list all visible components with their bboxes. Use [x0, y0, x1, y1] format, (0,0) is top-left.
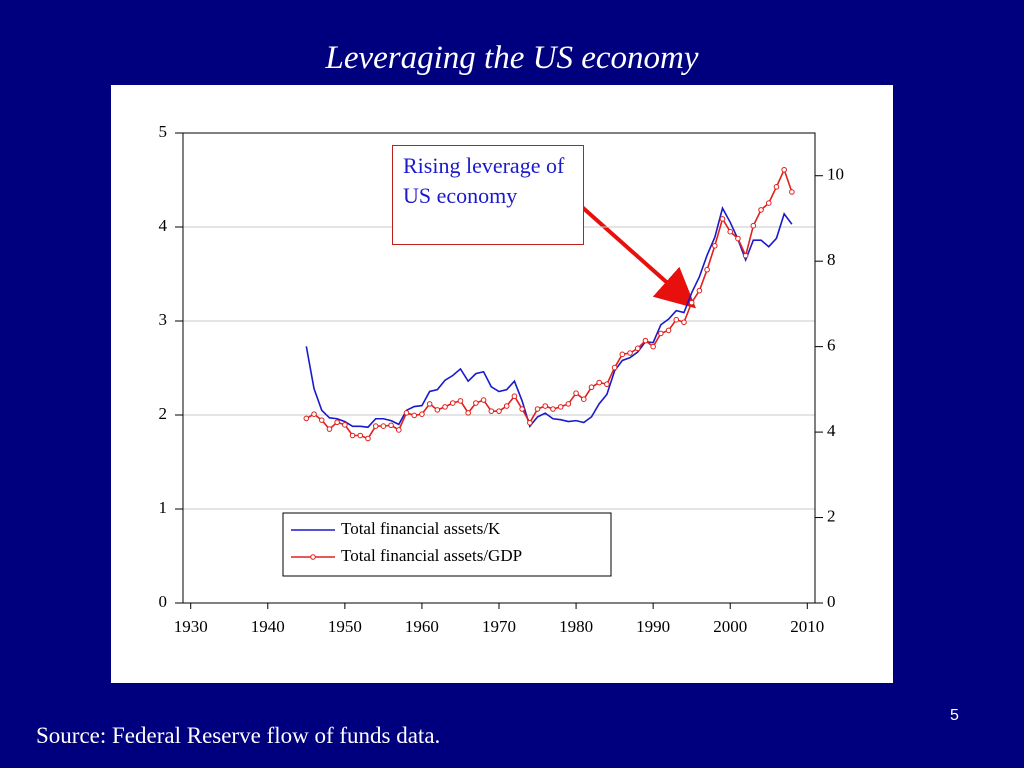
series-marker [565, 401, 572, 407]
series-marker [673, 316, 680, 323]
series-marker [542, 403, 549, 409]
series-marker [419, 411, 425, 417]
series-marker [573, 390, 579, 397]
series-marker [434, 407, 441, 413]
series-marker [349, 432, 356, 439]
source-note: Source: Federal Reserve flow of funds da… [36, 723, 441, 748]
series-marker [611, 364, 618, 371]
series-marker [396, 427, 402, 433]
x-tick-label: 1970 [482, 617, 516, 636]
x-tick-label: 1940 [251, 617, 285, 636]
series-marker [758, 207, 764, 213]
y2-tick-label: 10 [827, 165, 844, 184]
series-line [305, 167, 793, 440]
series-marker [534, 406, 541, 412]
series-marker [473, 400, 479, 406]
series-marker [326, 426, 333, 432]
series-marker [704, 266, 710, 273]
y-tick-label: 3 [159, 310, 168, 329]
y2-tick-label: 0 [827, 592, 836, 611]
series-marker [442, 404, 448, 410]
annotation: Rising leverage of US economy [392, 145, 584, 245]
series-marker [503, 403, 510, 409]
y2-tick-label: 2 [827, 506, 836, 525]
series-marker [580, 396, 587, 402]
y2-tick-label: 4 [827, 421, 836, 440]
series-marker [750, 222, 757, 229]
series-marker [426, 401, 433, 407]
series-marker [457, 398, 464, 404]
series-marker [735, 235, 741, 242]
y-tick-label: 0 [159, 592, 168, 611]
x-tick-label: 2000 [713, 617, 747, 636]
series-marker [642, 337, 649, 344]
x-tick-label: 2010 [790, 617, 824, 636]
y-tick-label: 2 [159, 404, 168, 423]
legend-box [282, 512, 612, 577]
y-tick-label: 5 [159, 122, 168, 141]
series-marker [403, 410, 410, 416]
legend-label: Total financial assets/K [341, 519, 501, 538]
series-marker [688, 299, 695, 306]
series-marker [519, 406, 525, 412]
x-tick-label: 1990 [636, 617, 670, 636]
series-marker [773, 184, 780, 190]
y-tick-label: 4 [159, 216, 168, 235]
series-marker [488, 408, 495, 414]
series-marker [742, 252, 749, 259]
series-marker [334, 419, 340, 426]
series-marker [719, 216, 726, 222]
plot-frame [182, 132, 816, 604]
x-tick-label: 1950 [328, 617, 362, 636]
series-marker [665, 327, 672, 334]
series-marker [449, 400, 456, 406]
series-line [305, 206, 793, 429]
series-marker [511, 393, 518, 400]
series-marker [318, 417, 325, 423]
page-number: 5 [950, 707, 959, 724]
series-marker [527, 419, 533, 426]
series-marker [372, 423, 379, 429]
x-tick-label: 1980 [559, 617, 593, 636]
series-marker [781, 166, 787, 173]
y-tick-label: 1 [159, 498, 168, 517]
series-marker [496, 408, 502, 414]
series-marker [696, 287, 703, 294]
y2-tick-label: 8 [827, 250, 836, 269]
x-tick-label: 1960 [405, 617, 439, 636]
series-marker [727, 228, 734, 235]
slide-title: Leveraging the US economy [325, 40, 699, 76]
series-marker [411, 412, 418, 419]
series-marker [604, 381, 610, 388]
series-marker [388, 422, 394, 429]
series-marker [588, 384, 595, 391]
legend-marker [310, 554, 316, 560]
series-marker [342, 422, 348, 428]
series-marker [681, 319, 687, 326]
series-marker [712, 243, 718, 249]
series-marker [357, 432, 364, 439]
x-tick-label: 1930 [174, 617, 208, 636]
series-marker [480, 397, 487, 403]
series-marker [627, 350, 633, 356]
series-marker [365, 435, 371, 442]
series-marker [465, 410, 471, 416]
series-marker [634, 345, 641, 352]
series-marker [380, 423, 387, 429]
annotation-arrow [580, 205, 696, 309]
series-marker [765, 200, 772, 206]
series-marker [311, 411, 317, 417]
series-marker [619, 351, 626, 358]
series-marker [650, 343, 656, 350]
y2-tick-label: 6 [827, 336, 836, 355]
series-marker [557, 404, 564, 410]
series-marker [658, 330, 664, 337]
series-marker [550, 406, 556, 412]
series-marker [303, 415, 310, 422]
series-marker [596, 379, 602, 386]
legend-label: Total financial assets/GDP [341, 546, 522, 565]
series-marker [789, 189, 795, 195]
